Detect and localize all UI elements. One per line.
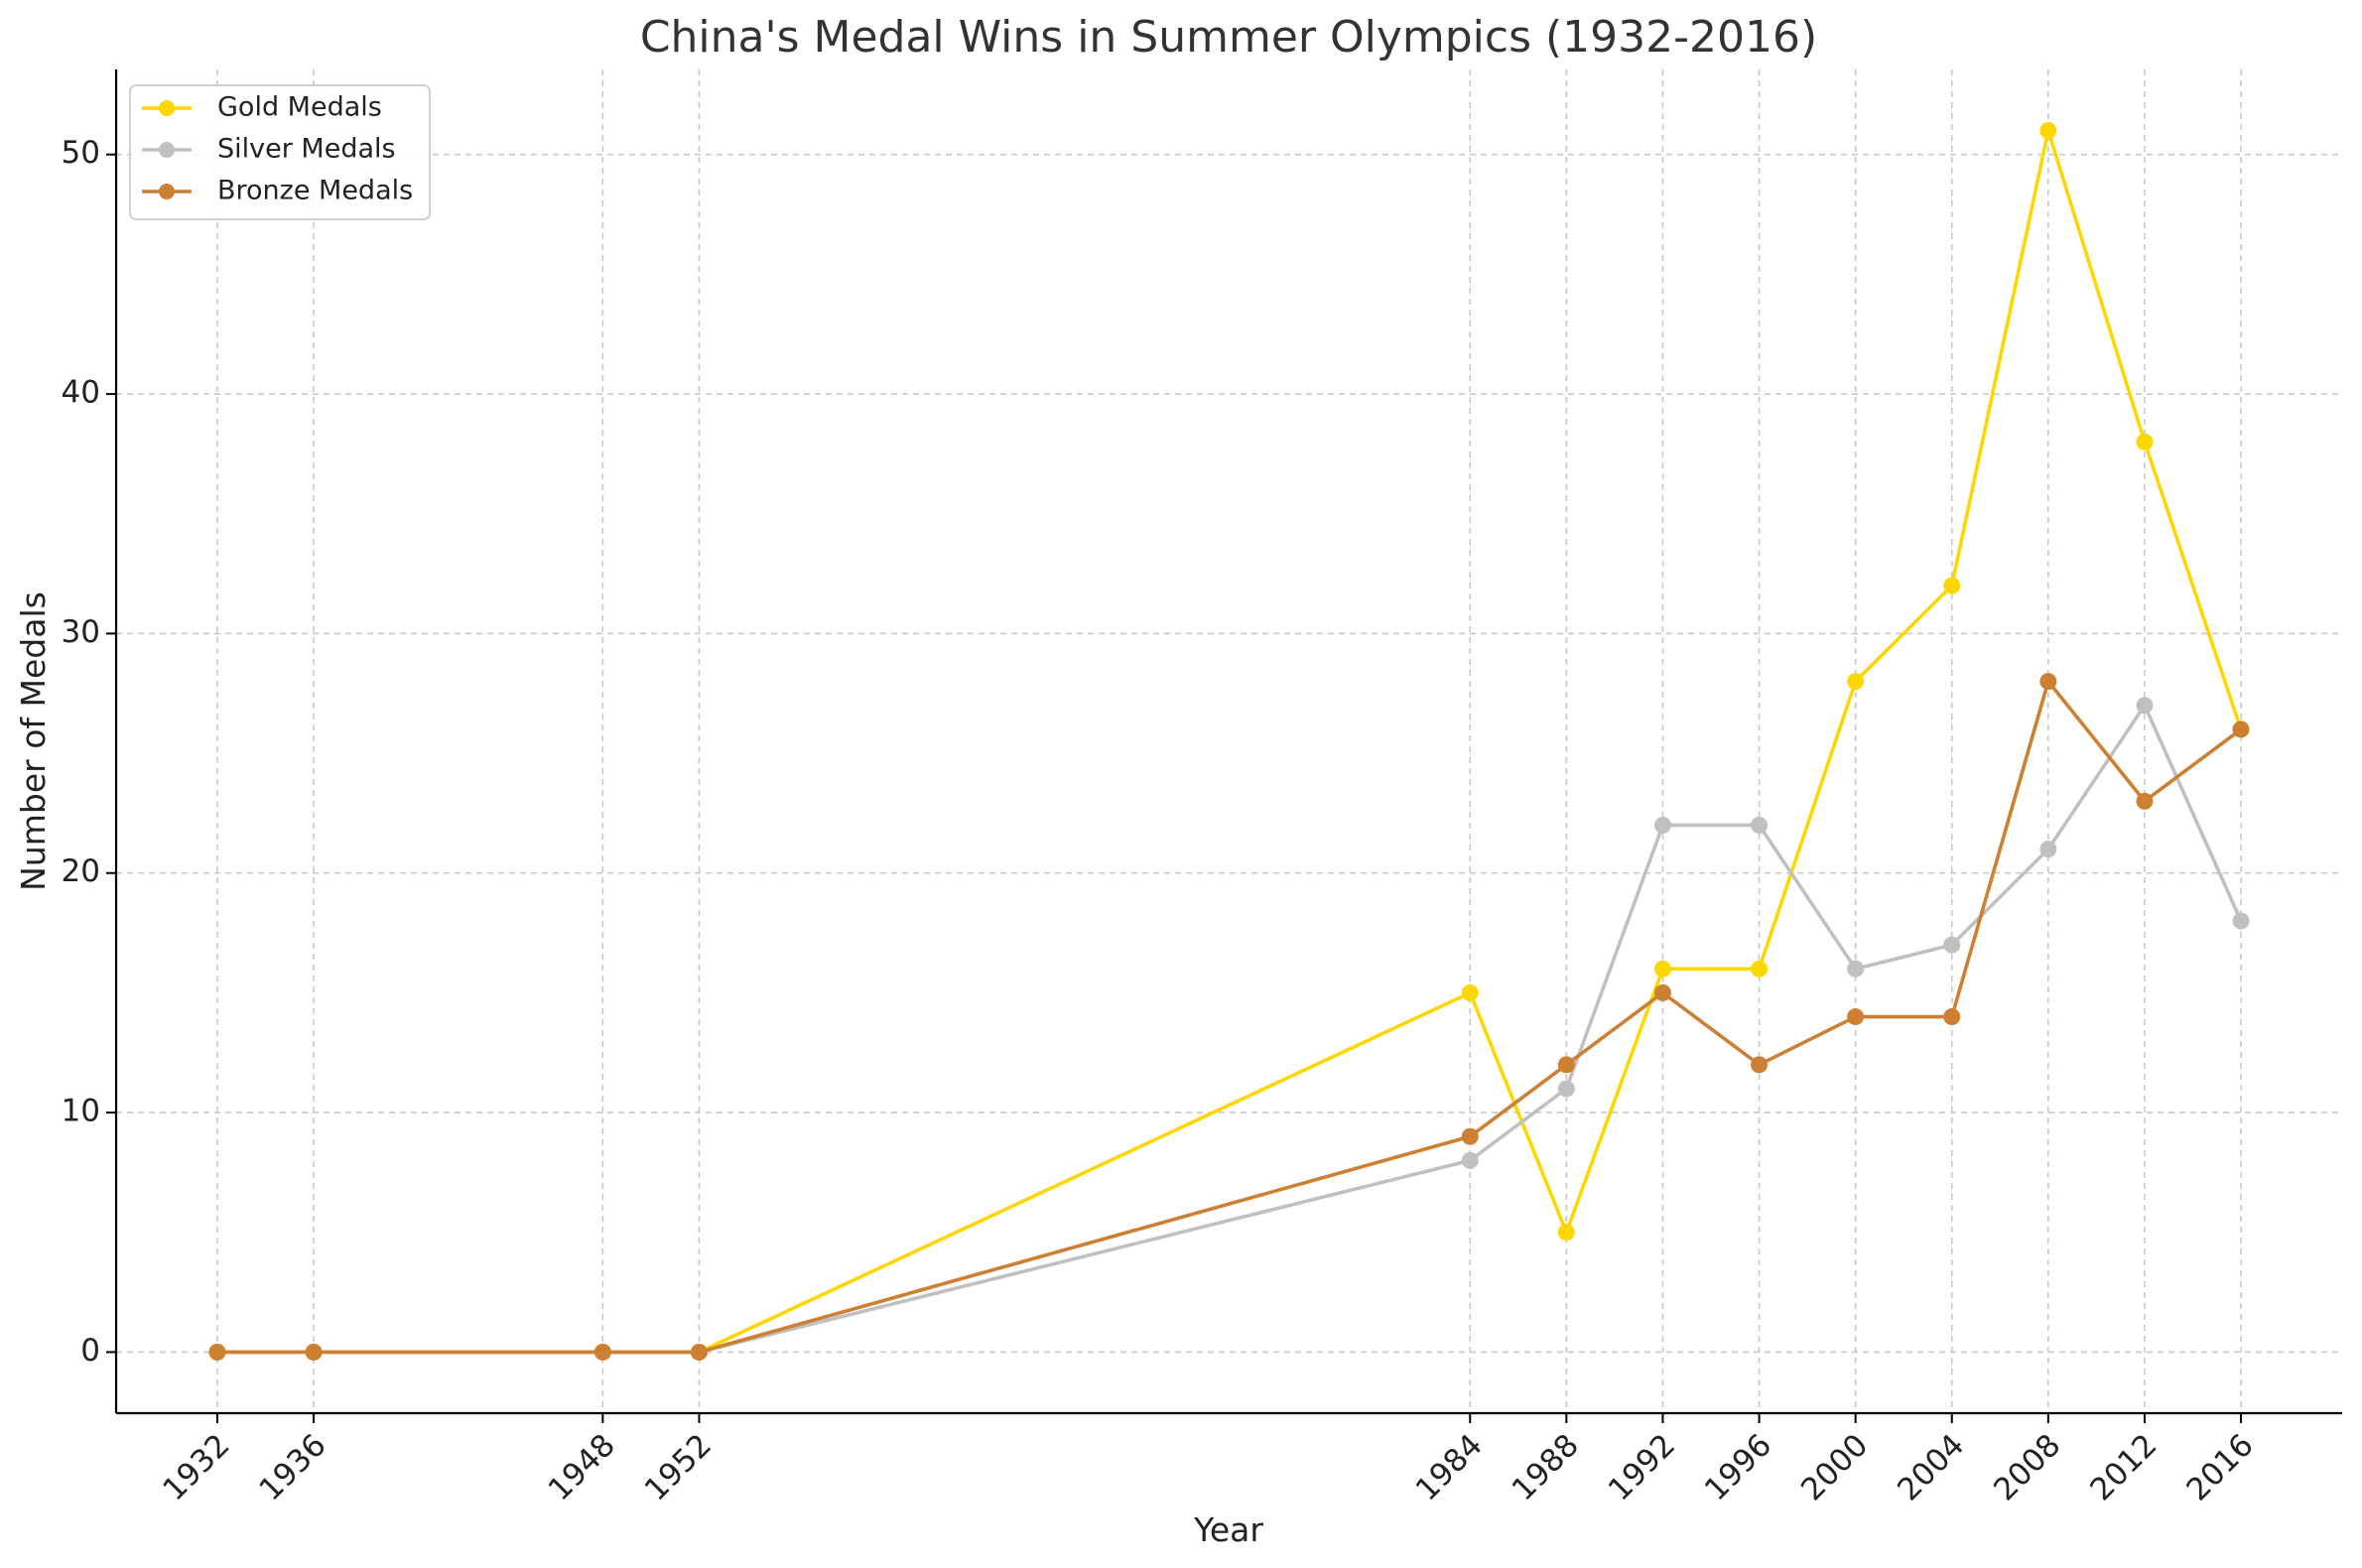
legend-swatch-marker [159, 100, 175, 116]
data-point [1653, 983, 1671, 1001]
data-point [2039, 841, 2057, 858]
series-layer [208, 122, 2250, 1361]
legend-item: Silver Medals [142, 134, 396, 165]
data-point [1461, 983, 1479, 1001]
legend-swatch-marker [159, 184, 175, 199]
legend-frame [129, 84, 431, 220]
data-point [690, 1343, 708, 1361]
legend-item: Gold Medals [142, 92, 382, 123]
data-point [2039, 122, 2057, 140]
data-point [1847, 1008, 1865, 1026]
legend-label: Silver Medals [217, 134, 396, 165]
data-point [1751, 1056, 1769, 1074]
legend-label: Bronze Medals [217, 176, 413, 206]
data-point [2232, 912, 2250, 930]
y-tick-label: 20 [62, 853, 100, 889]
data-point [1847, 960, 1865, 978]
series-bronze-medals [208, 673, 2250, 1361]
data-point [2136, 697, 2154, 715]
legend-swatch-marker [159, 142, 175, 158]
data-point [2136, 433, 2154, 451]
data-point [1943, 577, 1961, 594]
y-axis-label: Number of Medals [14, 591, 53, 891]
data-point [2039, 673, 2057, 691]
data-point [305, 1343, 323, 1361]
legend-label: Gold Medals [217, 92, 382, 123]
y-tick-label: 40 [62, 375, 100, 411]
data-point [1557, 1224, 1575, 1241]
y-tick-label: 30 [62, 614, 100, 650]
data-point [1557, 1080, 1575, 1098]
y-tick-label: 10 [62, 1094, 100, 1129]
data-point [1751, 960, 1769, 978]
data-point [1943, 1008, 1961, 1026]
legend: Gold Medals Silver Medals Bronze Medals [129, 84, 431, 220]
data-point [2136, 792, 2154, 810]
data-point [1653, 816, 1671, 834]
y-tick-label: 50 [62, 135, 100, 171]
y-tick-label: 0 [80, 1333, 100, 1369]
data-point [208, 1343, 226, 1361]
data-point [1557, 1056, 1575, 1074]
data-point [593, 1343, 611, 1361]
chart-title: China's Medal Wins in Summer Olympics (1… [640, 12, 1817, 63]
x-axis-label: Year [1193, 1510, 1263, 1549]
data-point [1847, 673, 1865, 691]
data-point [2232, 720, 2250, 738]
data-point [1461, 1151, 1479, 1169]
data-point [1653, 960, 1671, 978]
legend-item: Bronze Medals [142, 176, 413, 206]
data-point [1461, 1127, 1479, 1145]
data-point [1751, 816, 1769, 834]
data-point [1943, 936, 1961, 954]
grid-lines [116, 69, 2342, 1413]
